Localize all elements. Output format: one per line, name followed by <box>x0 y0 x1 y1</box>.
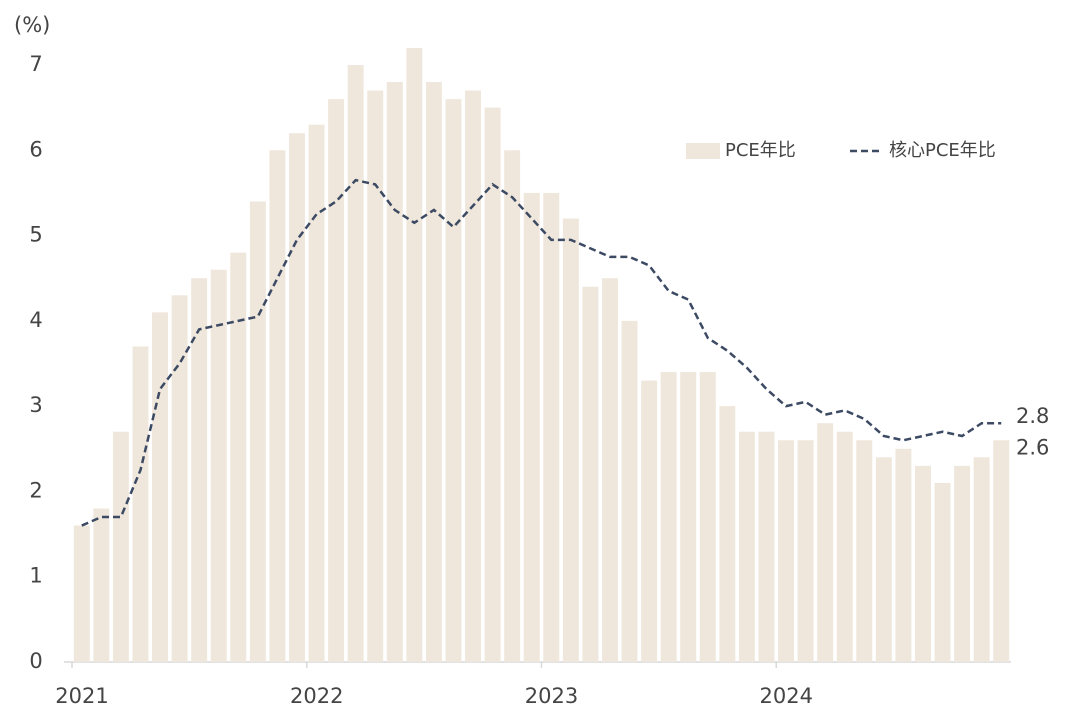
bar <box>230 252 247 662</box>
bar <box>543 192 560 662</box>
bar <box>660 372 677 662</box>
bar <box>269 150 286 663</box>
bar <box>582 286 599 662</box>
bar <box>210 269 227 662</box>
bar <box>152 312 169 662</box>
legend-swatch <box>686 143 720 159</box>
bar <box>914 465 931 662</box>
bar <box>641 380 658 662</box>
bar <box>895 448 912 662</box>
bar <box>406 47 423 662</box>
bar <box>445 99 462 663</box>
bar <box>778 440 795 662</box>
bar <box>758 431 775 662</box>
bar <box>132 346 149 662</box>
bar <box>856 440 873 662</box>
bar <box>465 90 482 663</box>
end-label: 2.6 <box>1016 435 1049 459</box>
bar <box>523 192 540 662</box>
legend-label: 核心PCE年比 <box>889 140 996 161</box>
bar <box>328 99 345 663</box>
bar <box>504 150 521 663</box>
bar <box>680 372 697 662</box>
bar <box>288 133 305 662</box>
line <box>81 178 1002 527</box>
bar <box>73 525 90 662</box>
bar <box>425 82 442 663</box>
bar <box>934 482 951 662</box>
bar <box>954 465 971 662</box>
y-tick-label: 2 <box>29 478 42 502</box>
y-tick-label: 7 <box>29 52 42 76</box>
bar <box>993 440 1010 662</box>
y-tick-label: 3 <box>29 393 42 417</box>
bar <box>797 440 814 662</box>
bar <box>738 431 755 662</box>
bar <box>112 431 129 662</box>
bar <box>699 372 716 662</box>
x-tick-label: 2021 <box>55 684 108 708</box>
bar <box>601 278 618 662</box>
y-tick-label: 6 <box>29 137 42 161</box>
bar <box>719 406 736 662</box>
x-tick-label: 2023 <box>525 684 578 708</box>
y-tick-label: 0 <box>29 649 42 673</box>
y-tick-label: 1 <box>29 564 42 588</box>
bar <box>171 295 188 662</box>
bar <box>562 218 579 662</box>
legend-label: PCE年比 <box>725 140 796 161</box>
x-tick-label: 2024 <box>760 684 813 708</box>
bar <box>93 508 110 662</box>
bar <box>875 457 892 662</box>
y-axis-label: (%) <box>14 13 50 37</box>
bar <box>347 65 364 662</box>
bar <box>973 457 990 662</box>
x-tick-label: 2022 <box>290 684 343 708</box>
end-label: 2.8 <box>1016 404 1049 428</box>
bar <box>249 201 266 662</box>
bar <box>308 124 325 662</box>
bar <box>817 423 834 662</box>
bar <box>191 278 208 662</box>
bar <box>621 320 638 662</box>
bar <box>386 82 403 663</box>
y-tick-label: 4 <box>29 308 42 332</box>
bar <box>484 107 501 662</box>
bar <box>836 431 853 662</box>
y-tick-label: 5 <box>29 223 42 247</box>
bar <box>367 90 384 663</box>
